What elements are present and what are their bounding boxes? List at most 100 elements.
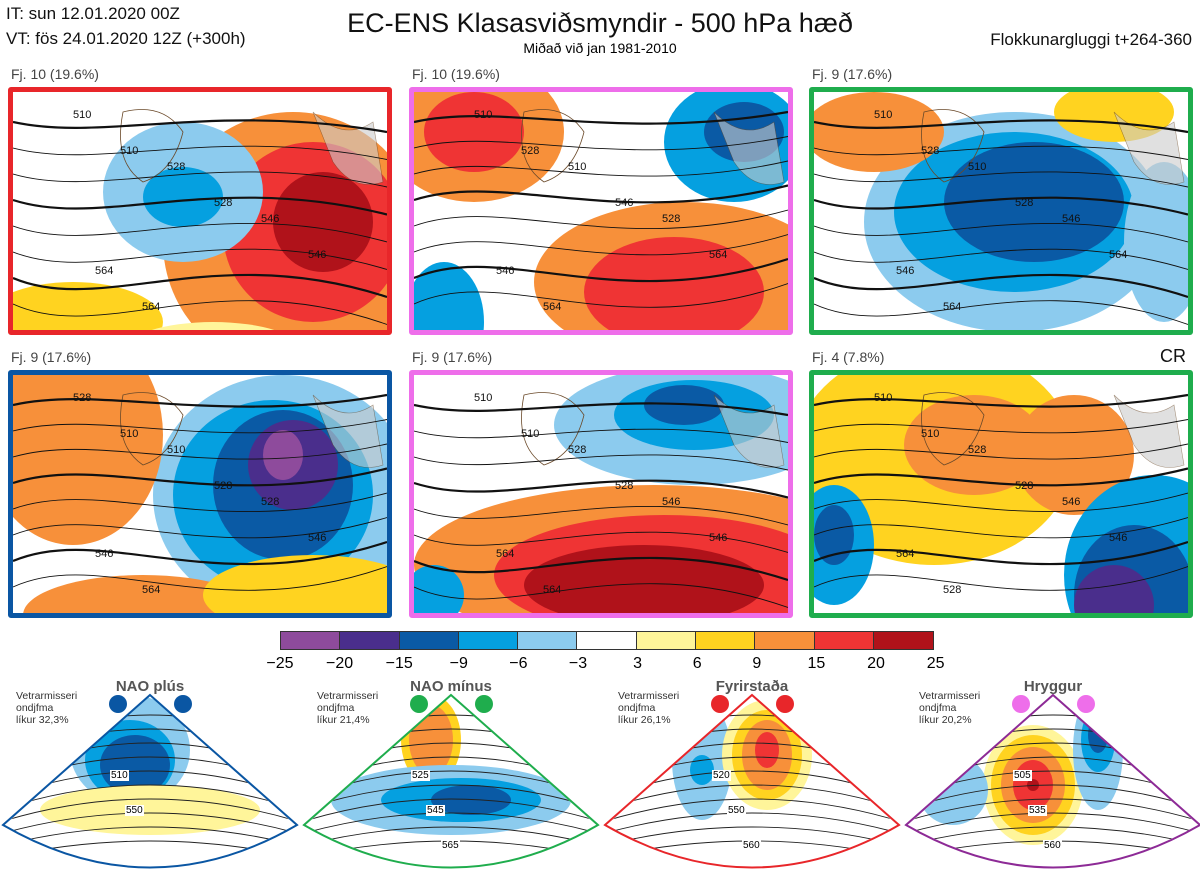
height-contour [414,556,788,582]
height-contour [5,812,295,835]
sector-outline [302,693,600,869]
anomaly-map: 510 510 528 528 546 546 564 564 [13,92,387,330]
contour-label: 528 [921,145,939,157]
anomaly-area [755,732,779,768]
land-greenland [120,392,184,466]
colorbar-swatch [458,632,519,649]
contour-label: 550 [727,805,746,816]
height-contour [13,540,387,566]
anomaly-area [904,395,1044,495]
contour-label: 564 [709,249,727,261]
height-contour [814,145,1188,160]
height-contour [414,110,788,125]
height-contour [814,393,1188,408]
colorbar-tick-label: 3 [633,655,643,672]
contour-label: 564 [142,301,160,313]
height-contour [814,300,1188,325]
probability-label: líkur 21,4% [317,714,370,726]
regime-marker-icon [475,695,493,713]
colorbar-tick-label: 9 [752,655,762,672]
contour-label: 528 [167,161,185,173]
contour-label: 560 [742,840,761,851]
anomaly-area [431,785,511,815]
contour-label: 528 [73,392,91,404]
contour-label: 528 [615,480,633,492]
contour-label: 510 [167,444,185,456]
anomaly-area [814,505,854,565]
height-contour [5,784,295,811]
contour-label: 510 [120,428,138,440]
page-subtitle: Miðað við jan 1981-2010 [523,40,677,56]
land-scandinavia [713,394,785,468]
regime-title: NAO plús [115,678,185,695]
height-contour [414,505,788,526]
anomaly-area [273,172,373,272]
anomaly-area [814,92,944,172]
contour-label: 525 [411,770,430,781]
contour-label: 546 [662,496,680,508]
probability-label: líkur 20,2% [919,714,972,726]
anomaly-area [414,262,484,330]
contour-label: 528 [968,444,986,456]
anomaly-area [13,282,163,330]
height-contour [414,184,788,204]
contour-label: 546 [496,265,514,277]
cluster-map-panel: 510 528 510 528 546 564 546 564 [809,87,1193,335]
contour-label: 528 [568,444,586,456]
anomaly-area [424,92,524,172]
contour-label: 528 [662,213,680,225]
regime-marker-icon [174,695,192,713]
colorbar-swatch [518,632,578,649]
contour-label: 528 [943,584,961,596]
contour-label: 564 [1109,249,1127,261]
colorbar-tick-label: −15 [385,655,413,672]
colorbar-tick-label: 15 [807,655,826,672]
regime-info: Vetrarmisseri ondjfma líkur 21,4% [317,690,378,726]
months-label: ondjfma [16,702,54,714]
regime-info: Vetrarmisseri ondjfma líkur 26,1% [618,690,679,726]
height-contour [13,393,387,408]
anomaly-area [203,555,387,613]
contour-label: 550 [125,805,144,816]
height-contour [908,826,1198,847]
colorbar-swatch [399,632,459,649]
contour-label: 528 [521,145,539,157]
land-greenland [921,109,985,183]
height-contour [814,492,1188,513]
land-greenland [521,392,585,466]
contour-label: 546 [615,197,633,209]
contour-label: 510 [73,109,91,121]
contour-label: 510 [874,392,892,404]
height-contour [814,273,1188,299]
height-contour [814,443,1188,460]
anomaly-area [23,575,263,613]
height-contour [607,812,897,835]
anomaly-area [40,785,260,835]
height-contour [607,798,897,823]
land-scandinavia [713,111,785,185]
probability-label: líkur 26,1% [618,714,671,726]
contour-label: 510 [968,161,986,173]
cluster-label: Fj. 4 (7.8%) [812,349,885,365]
contour-label: 546 [261,213,279,225]
contour-label: 546 [896,265,914,277]
colorbar-tick-label: 20 [867,655,885,672]
colorbar-tick-label: −25 [266,655,294,672]
anomaly-area [944,142,1124,262]
contour-label: 528 [261,496,279,508]
contour-label: 510 [521,428,539,440]
classification-window: Flokkunargluggi t+264-360 [990,30,1192,49]
regime-info: Vetrarmisseri ondjfma líkur 32,3% [16,690,77,726]
height-contour [908,812,1198,835]
height-contour [414,583,788,608]
contour-label: 560 [1043,840,1062,851]
height-contour [414,479,788,499]
height-contour [814,196,1188,216]
contour-label: 564 [95,265,113,277]
contour-label: 535 [1028,805,1047,816]
height-contour [13,273,387,299]
regime-marker-icon [1012,695,1030,713]
height-contour [13,171,387,188]
cluster-map-panel: 510 528 510 546 528 564 546 564 [409,87,793,335]
sector-outline [603,693,901,869]
